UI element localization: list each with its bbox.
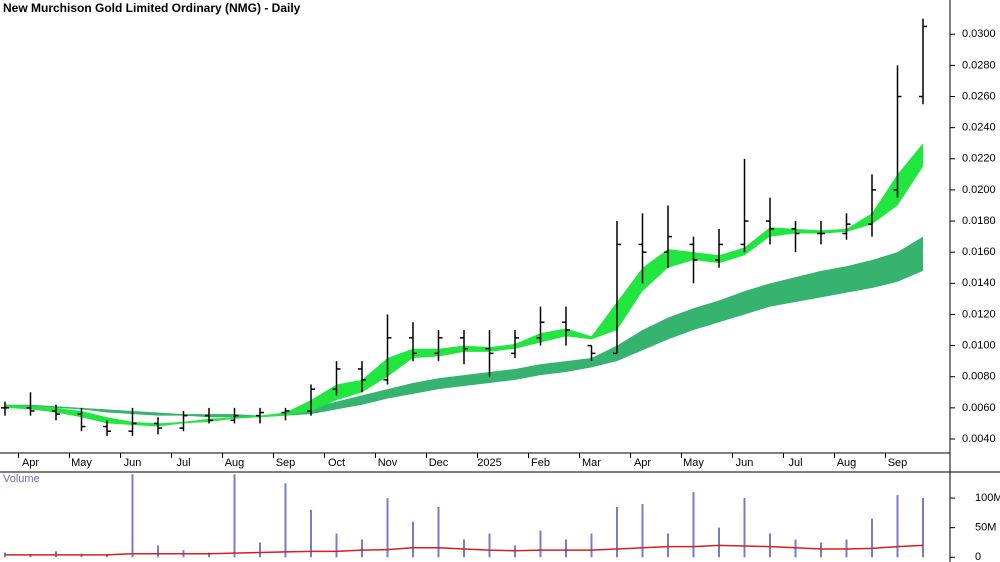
volume-bar [259,542,261,558]
volume-bar [667,533,669,558]
x-tick-label: Aug [837,457,857,469]
volume-bar [361,539,363,558]
chart-title: New Murchison Gold Limited Ordinary (NMG… [3,1,301,15]
volume-bar [310,509,312,558]
y-tick-label: 0.0200 [962,184,996,196]
y-tick-label: 0.0220 [962,153,996,165]
volume-bar [284,483,287,558]
x-tick-label: Oct [328,457,345,469]
volume-bar [692,492,695,558]
volume-average [5,544,924,556]
x-tick-label: Nov [378,457,398,469]
y-tick-label: 0.0060 [962,402,996,414]
volume-bar [922,498,924,558]
volume-bar [896,495,899,558]
volume-bar [106,554,108,558]
y-tick-label: 0.0280 [962,59,996,71]
y-tick-label: 100M [975,492,1000,504]
volume-bar [131,474,134,558]
x-tick-label: Jun [124,457,142,469]
volume-bar [590,533,593,558]
x-tick-label: Feb [531,457,550,469]
y-tick-label: 0.0040 [962,433,996,445]
y-tick-label: 0.0160 [962,246,996,258]
volume-bar [208,552,210,558]
volume-bar [718,527,720,558]
y-tick-label: 0.0240 [962,122,996,134]
volume-bar [29,554,32,558]
x-tick-label: 2025 [477,457,501,469]
ribbon [5,236,923,418]
volume-bar [820,542,822,558]
volume-bar [412,521,414,558]
y-tick-label: 0.0180 [962,215,996,227]
volume-bar [488,533,491,558]
x-tick-label: Aug [225,457,245,469]
volume-bar [335,533,338,558]
volume-bar [565,539,567,558]
y-tick-label: 50M [975,522,996,534]
volume-bar [616,506,618,558]
volume-bar [386,498,389,558]
y-tick-label: 0.0140 [962,277,996,289]
y-tick-label: 0.0260 [962,90,996,102]
volume-bar [437,506,440,558]
x-tick-label: Apr [22,457,39,469]
x-tick-label: Jul [176,457,190,469]
x-tick-label: Sep [888,457,908,469]
volume-bar [769,533,771,558]
x-tick-label: Apr [634,457,651,469]
x-tick-label: Mar [582,457,601,469]
y-tick-label: 0 [975,551,981,562]
volume-bar [743,498,746,558]
volume-title: Volume [3,473,40,485]
volume-bar [157,545,159,558]
x-tick-label: Dec [429,457,449,469]
x-tick-label: Jul [788,457,802,469]
volume-bar [641,503,644,558]
y-tick-label: 0.0100 [962,339,996,351]
volume-bar [539,530,542,558]
x-tick-label: May [71,457,92,469]
x-tick-label: Sep [276,457,296,469]
volume-bar [871,518,873,558]
x-tick-label: Jun [736,457,754,469]
x-tick-label: May [683,457,704,469]
y-tick-label: 0.0080 [962,371,996,383]
volume-bar [233,474,236,558]
y-tick-label: 0.0120 [962,308,996,320]
y-tick-label: 0.0300 [962,28,996,40]
